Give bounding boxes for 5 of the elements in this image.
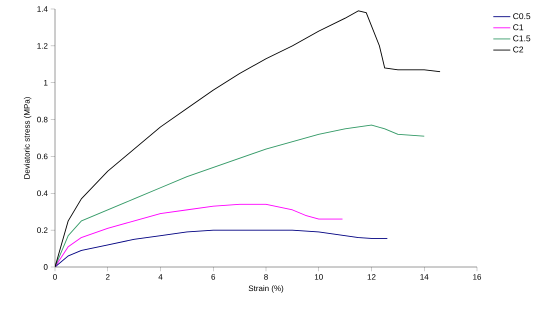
legend-label: C0.5 <box>513 13 530 20</box>
line-series <box>55 204 343 267</box>
legend-label: C1.5 <box>513 35 530 42</box>
legend-label: C1 <box>513 24 524 30</box>
legend-label: C2 <box>513 46 524 52</box>
